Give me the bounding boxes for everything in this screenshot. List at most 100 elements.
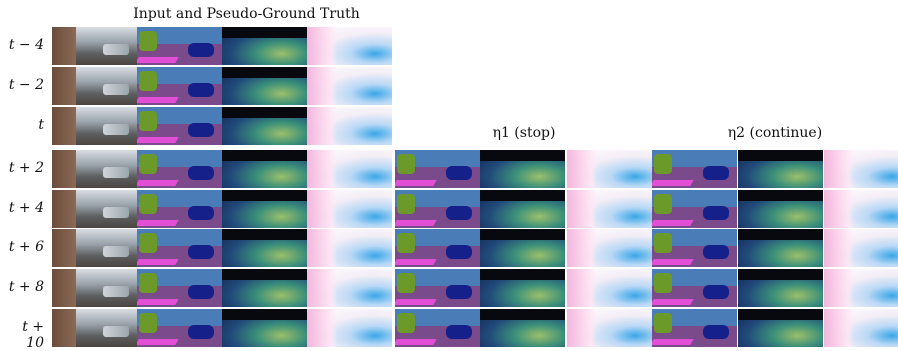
stop-seg-tile	[395, 229, 480, 267]
stop-flow-tile	[567, 309, 652, 347]
seg-sky-region	[395, 190, 480, 208]
row-label: t	[38, 117, 44, 133]
seg-sky-region	[395, 269, 480, 287]
continue-depth-tile	[738, 269, 823, 307]
seg-sidewalk-region	[137, 57, 179, 63]
seg-vehicle-region	[188, 83, 214, 97]
seg-vehicle-region	[446, 206, 472, 220]
input-depth-tile	[222, 269, 307, 307]
seg-sidewalk-region	[137, 97, 179, 103]
seg-sidewalk-region	[395, 339, 437, 345]
seg-vegetation-region	[397, 313, 415, 333]
seg-vegetation-region	[139, 111, 157, 131]
seg-vehicle-region	[188, 43, 214, 57]
seg-vegetation-region	[397, 273, 415, 293]
continue-flow-tile	[824, 150, 898, 188]
depth-far-region	[222, 190, 307, 202]
seg-sky-region	[137, 150, 222, 168]
seg-vehicle-region	[446, 285, 472, 299]
seg-sidewalk-region	[395, 180, 437, 186]
seg-vehicle-region	[188, 245, 214, 259]
seg-sidewalk-region	[137, 259, 179, 265]
seg-vegetation-region	[654, 194, 672, 214]
input-flow-tile	[307, 309, 392, 347]
input-depth-tile	[222, 107, 307, 145]
seg-sidewalk-region	[395, 299, 437, 305]
seg-vegetation-region	[139, 31, 157, 51]
seg-sidewalk-region	[652, 339, 694, 345]
seg-sidewalk-region	[652, 299, 694, 305]
input-flow-tile	[307, 150, 392, 188]
continue-seg-tile	[652, 309, 737, 347]
seg-sky-region	[395, 309, 480, 327]
seg-vehicle-region	[188, 285, 214, 299]
input-seg-tile	[137, 107, 222, 145]
depth-far-region	[222, 67, 307, 79]
stop-flow-tile	[567, 190, 652, 228]
row-label: t + 2	[8, 160, 44, 176]
depth-far-region	[222, 229, 307, 241]
input-seg-tile	[137, 309, 222, 347]
group-title-stop: η1 (stop)	[492, 125, 556, 141]
stop-flow-tile	[567, 269, 652, 307]
continue-flow-tile	[824, 229, 898, 267]
input-rgb-tile	[52, 107, 137, 145]
stop-seg-tile	[395, 269, 480, 307]
input-depth-tile	[222, 309, 307, 347]
stop-seg-tile	[395, 190, 480, 228]
seg-sidewalk-region	[395, 220, 437, 226]
seg-vehicle-region	[446, 325, 472, 339]
seg-vegetation-region	[654, 313, 672, 333]
seg-sidewalk-region	[137, 137, 179, 143]
seg-vegetation-region	[654, 233, 672, 253]
row-label: t + 6	[8, 239, 44, 255]
stop-depth-tile	[480, 229, 565, 267]
stop-depth-tile	[480, 269, 565, 307]
stop-depth-tile	[480, 150, 565, 188]
input-flow-tile	[307, 67, 392, 105]
seg-sidewalk-region	[137, 220, 179, 226]
input-flow-tile	[307, 107, 392, 145]
seg-vegetation-region	[139, 313, 157, 333]
depth-far-region	[222, 309, 307, 321]
seg-vegetation-region	[397, 233, 415, 253]
continue-depth-tile	[738, 150, 823, 188]
continue-seg-tile	[652, 229, 737, 267]
continue-flow-tile	[824, 190, 898, 228]
input-seg-tile	[137, 27, 222, 65]
depth-far-region	[480, 229, 565, 241]
seg-sidewalk-region	[652, 259, 694, 265]
seg-vehicle-region	[446, 245, 472, 259]
continue-depth-tile	[738, 309, 823, 347]
depth-far-region	[480, 269, 565, 281]
seg-sky-region	[652, 190, 737, 208]
seg-vehicle-region	[703, 245, 729, 259]
depth-far-region	[738, 309, 823, 321]
depth-far-region	[738, 150, 823, 162]
seg-vehicle-region	[446, 166, 472, 180]
depth-far-region	[480, 309, 565, 321]
depth-far-region	[738, 269, 823, 281]
seg-sky-region	[395, 150, 480, 168]
seg-vehicle-region	[188, 123, 214, 137]
row-label: t + 4	[8, 200, 44, 216]
input-seg-tile	[137, 229, 222, 267]
row-label: t − 2	[8, 77, 44, 93]
seg-sky-region	[395, 229, 480, 247]
input-seg-tile	[137, 150, 222, 188]
seg-sidewalk-region	[395, 259, 437, 265]
stop-flow-tile	[567, 229, 652, 267]
input-flow-tile	[307, 229, 392, 267]
continue-seg-tile	[652, 190, 737, 228]
seg-vegetation-region	[139, 273, 157, 293]
seg-vegetation-region	[397, 154, 415, 174]
depth-far-region	[480, 190, 565, 202]
seg-vegetation-region	[654, 154, 672, 174]
seg-sky-region	[137, 107, 222, 125]
continue-flow-tile	[824, 269, 898, 307]
seg-sky-region	[652, 229, 737, 247]
group-title-continue: η2 (continue)	[727, 125, 823, 141]
depth-far-region	[222, 150, 307, 162]
input-rgb-tile	[52, 269, 137, 307]
seg-sky-region	[652, 269, 737, 287]
